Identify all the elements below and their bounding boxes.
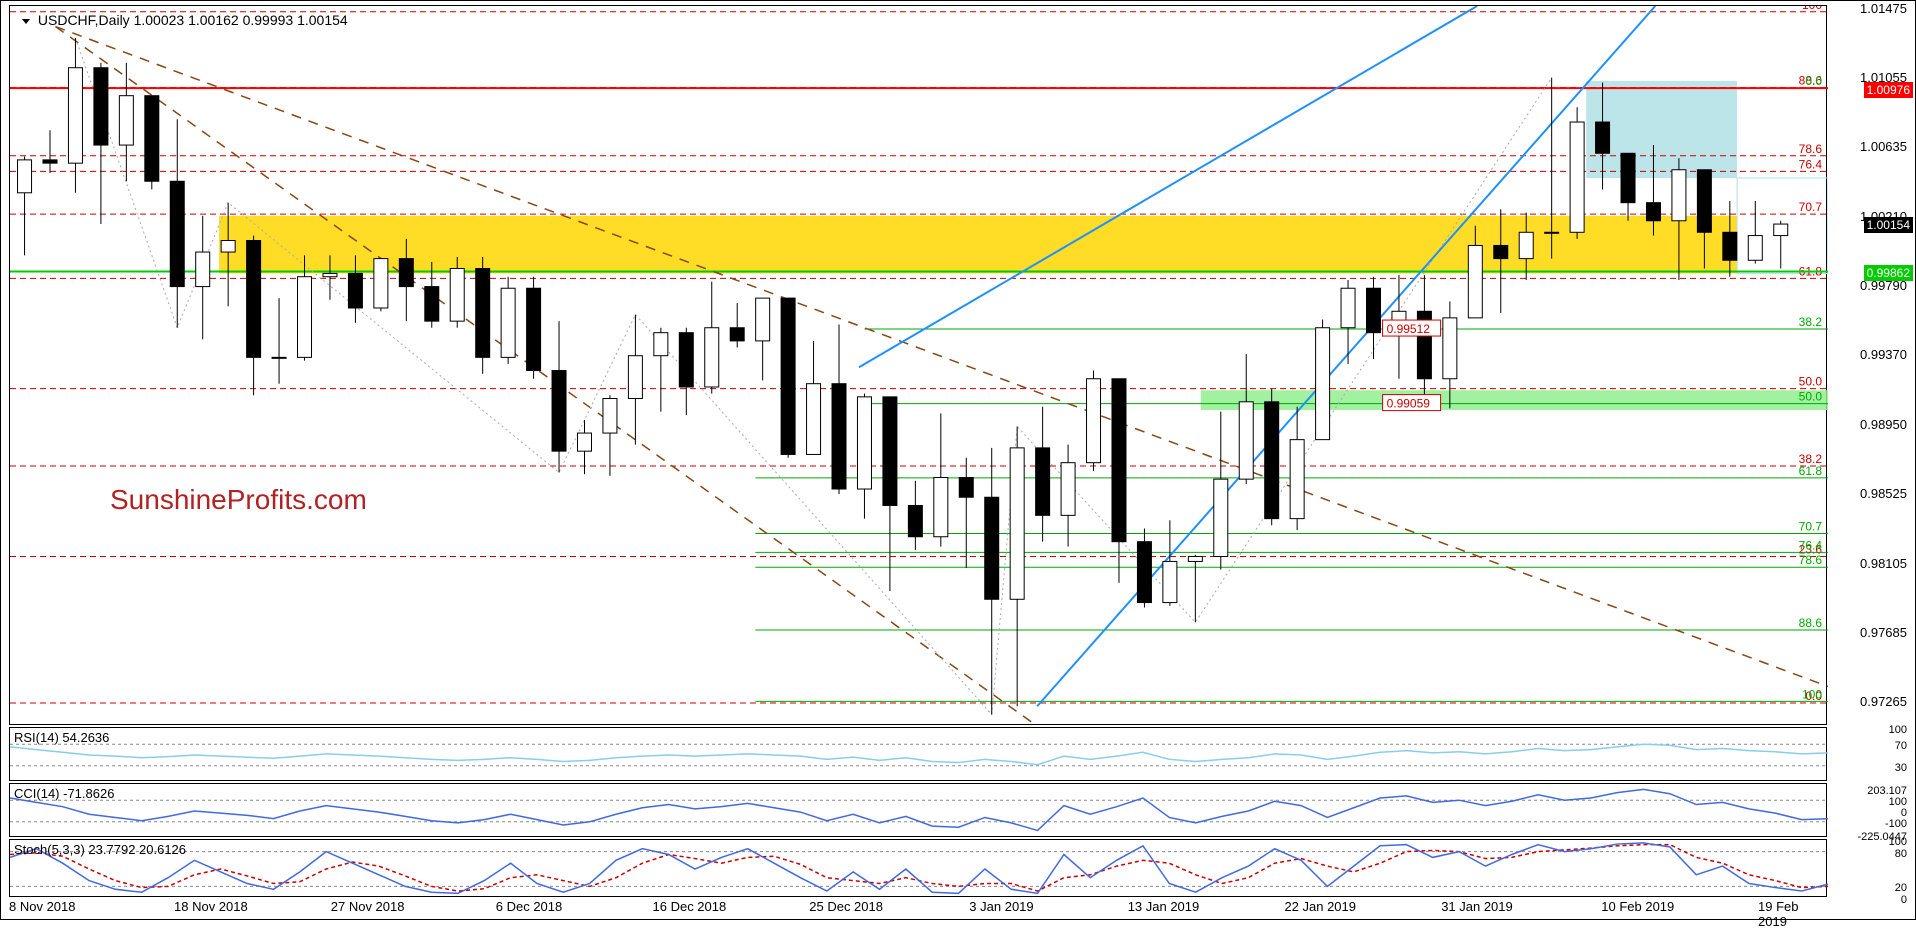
chart-svg: 10088.678.676.470.761.850.038.223.60.00.… [10, 6, 1828, 726]
x-tick-label: 27 Nov 2018 [331, 899, 405, 914]
svg-text:0.99512: 0.99512 [1387, 322, 1431, 336]
x-tick-label: 3 Jan 2019 [969, 899, 1033, 914]
svg-text:0.99059: 0.99059 [1387, 397, 1431, 411]
stoch-panel[interactable]: Stoch(5,3,3) 23.7792 20.6126 [9, 839, 1827, 897]
main-price-chart[interactable]: USDCHF,Daily 1.00023 1.00162 0.99993 1.0… [9, 5, 1827, 725]
price-tag: 1.00976 [1864, 82, 1913, 98]
svg-text:50.0: 50.0 [1799, 390, 1823, 404]
stoch-label: Stoch(5,3,3) 23.7792 20.6126 [14, 842, 186, 857]
close-value: 1.00154 [297, 12, 348, 28]
cci-panel[interactable]: CCI(14) -71.8626 [9, 783, 1827, 837]
chart-container: USDCHF,Daily 1.00023 1.00162 0.99993 1.0… [0, 0, 1916, 920]
watermark: SunshineProfits.com [110, 484, 367, 516]
x-tick-label: 22 Jan 2019 [1284, 899, 1356, 914]
x-tick-label: 31 Jan 2019 [1441, 899, 1513, 914]
x-tick-label: 10 Feb 2019 [1601, 899, 1674, 914]
y-tick-label: 1.01475 [1860, 1, 1907, 16]
cci-label: CCI(14) -71.8626 [14, 786, 114, 801]
rsi-svg [10, 728, 1828, 782]
x-tick-label: 25 Dec 2018 [809, 899, 883, 914]
y-tick-label: 0.99370 [1860, 347, 1907, 362]
svg-text:70.7: 70.7 [1799, 200, 1823, 214]
rsi-label: RSI(14) 54.2636 [14, 730, 109, 745]
x-tick-label: 19 Feb 2019 [1758, 899, 1827, 929]
svg-text:76.4: 76.4 [1799, 157, 1823, 171]
stoch-svg [10, 840, 1828, 898]
open-value: 1.00023 [134, 12, 185, 28]
rsi-level-label: 30 [1895, 762, 1907, 774]
svg-text:70.7: 70.7 [1799, 519, 1823, 533]
y-tick-label: 1.00635 [1860, 139, 1907, 154]
y-tick-label: 0.98950 [1860, 417, 1907, 432]
svg-text:61.8: 61.8 [1799, 464, 1823, 478]
x-axis: 8 Nov 2018 18 Nov 2018 27 Nov 2018 6 Dec 20… [9, 897, 1827, 919]
x-tick-label: 16 Dec 2018 [653, 899, 727, 914]
svg-text:78.6: 78.6 [1799, 553, 1823, 567]
y-tick-label: 0.98105 [1860, 556, 1907, 571]
rsi-panel[interactable]: RSI(14) 54.2636 [9, 727, 1827, 781]
svg-text:88.6: 88.6 [1799, 616, 1823, 630]
rsi-level-label: 70 [1895, 740, 1907, 752]
y-tick-label: 0.97265 [1860, 694, 1907, 709]
chart-title: USDCHF,Daily 1.00023 1.00162 0.99993 1.0… [22, 12, 348, 28]
low-value: 0.99993 [243, 12, 294, 28]
svg-text:50.0: 50.0 [1799, 375, 1823, 389]
price-tag: 0.99862 [1864, 265, 1913, 281]
stoch-level-label: 80 [1895, 848, 1907, 860]
x-tick-label: 18 Nov 2018 [174, 899, 248, 914]
y-tick-label: 0.98525 [1860, 486, 1907, 501]
symbol-label: USDCHF,Daily [38, 12, 130, 28]
svg-text:0.0: 0.0 [1805, 74, 1822, 88]
svg-text:76.4: 76.4 [1799, 538, 1823, 552]
x-tick-label: 8 Nov 2018 [9, 899, 76, 914]
stoch-level-label: 100 [1889, 836, 1907, 848]
svg-text:100: 100 [1802, 6, 1822, 12]
y-tick-label: 0.97685 [1860, 625, 1907, 640]
x-tick-label: 6 Dec 2018 [496, 899, 563, 914]
dropdown-icon[interactable] [22, 19, 30, 24]
cci-level-label: -100 [1885, 818, 1907, 830]
high-value: 1.00162 [188, 12, 239, 28]
stoch-level-label: 20 [1895, 882, 1907, 894]
current-price-tag: 1.00154 [1864, 217, 1913, 233]
svg-text:78.6: 78.6 [1799, 142, 1823, 156]
y-axis: 1.014751.010551.006351.002100.997900.993… [1833, 5, 1915, 897]
cci-svg [10, 784, 1828, 838]
x-tick-label: 13 Jan 2019 [1128, 899, 1200, 914]
svg-text:38.2: 38.2 [1799, 315, 1823, 329]
svg-text:100: 100 [1802, 687, 1822, 701]
rsi-level-label: 100 [1889, 724, 1907, 736]
stoch-level-label: 0 [1901, 894, 1907, 906]
